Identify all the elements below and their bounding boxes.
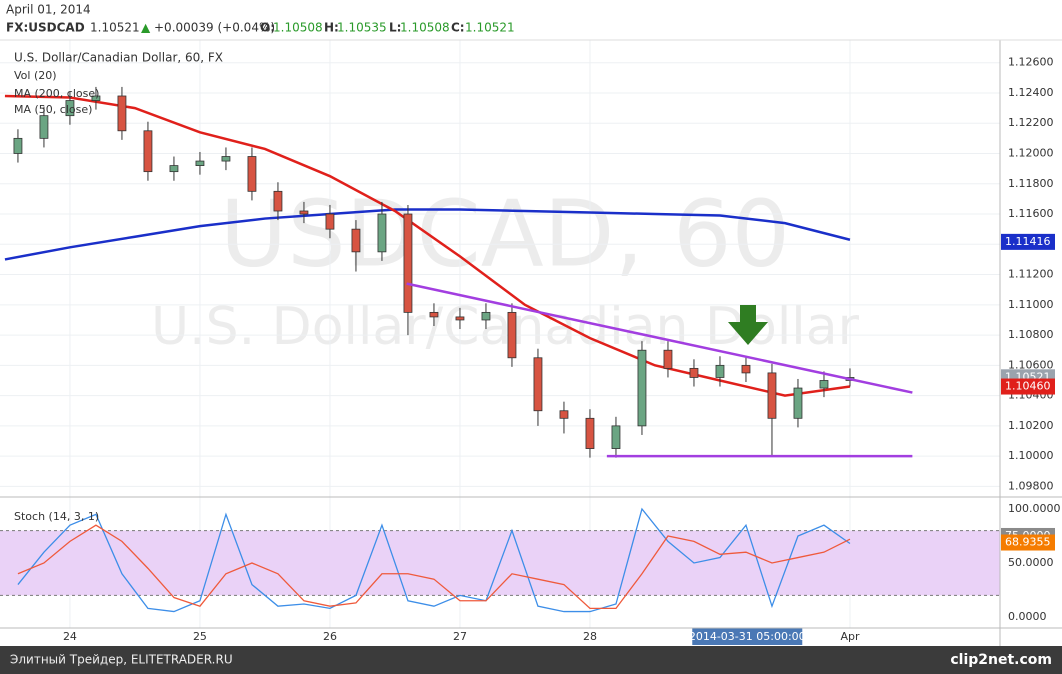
y-tick-label: 0.0000 — [1008, 610, 1047, 623]
y-tick-label: 50.0000 — [1008, 556, 1054, 569]
change: +0.00039 (+0.04%) — [154, 21, 275, 35]
x-tick-label: 24 — [63, 630, 77, 643]
indicator-label: MA (50, close) — [14, 103, 92, 116]
candle-body — [429, 311, 439, 318]
moving-average — [4, 208, 851, 261]
y-tick-label: 1.11600 — [1008, 207, 1054, 220]
ma-value-label: 1.11416 — [1005, 235, 1051, 248]
candle-body — [299, 210, 309, 215]
y-tick-label: 1.12000 — [1008, 146, 1054, 159]
y-tick-label: 1.11800 — [1008, 177, 1054, 190]
ma-value-label-box — [1001, 233, 1055, 250]
footer-text: Элитный Трейдер, ELITETRADER.RU — [10, 653, 233, 667]
y-tick-label: 1.10600 — [1008, 358, 1054, 371]
ma-value-label: 1.10460 — [1005, 380, 1051, 393]
indicator-label: Vol (20) — [14, 69, 57, 82]
series-title: U.S. Dollar/Canadian Dollar, 60, FX — [14, 51, 223, 65]
candle-body — [273, 190, 283, 212]
stoch-value-label-box — [1001, 534, 1055, 551]
y-tick-label: 1.10200 — [1008, 419, 1054, 432]
candle-body — [585, 417, 595, 449]
candle-body — [455, 316, 465, 321]
candle-body — [611, 425, 621, 449]
candle-body — [247, 156, 257, 192]
ohlc-value: 1.10508 — [273, 21, 323, 35]
candle-body — [715, 364, 725, 378]
plot-layer: 1.12600 1.12400 1.12200 1.12000 1.11800 1.116… — [0, 40, 1061, 645]
candle-body — [741, 364, 751, 374]
candle-body — [39, 115, 49, 139]
y-tick-label: 1.12600 — [1008, 56, 1054, 69]
stoch-line — [17, 524, 851, 609]
watermark-symbol: USDCAD, 60 — [220, 180, 790, 287]
x-tick-label: Apr — [840, 630, 860, 643]
y-tick-label: 1.10000 — [1008, 449, 1054, 462]
x-tick-label: 26 — [323, 630, 337, 643]
stoch-line — [17, 507, 851, 613]
candle-body — [377, 213, 387, 253]
footer-bar — [0, 646, 1062, 674]
footer-brand[interactable]: clip2net.com — [950, 652, 1052, 668]
candle-body — [325, 213, 335, 230]
candle-body — [91, 95, 101, 101]
x-tick-label: 25 — [193, 630, 207, 643]
symbol: FX:USDCAD — [6, 21, 85, 35]
candle-body — [663, 349, 673, 369]
candle-body — [221, 156, 231, 162]
ohlc-label: L: — [389, 21, 401, 35]
y-tick-label: 1.09800 — [1008, 479, 1054, 492]
candle-body — [403, 213, 413, 313]
candle-body — [65, 100, 75, 117]
ohlc-value: 1.10521 — [465, 21, 515, 35]
moving-average — [4, 94, 851, 397]
pane-legend: U.S. Dollar/Canadian Dollar, 60, FX Vol … — [14, 51, 223, 524]
stoch-value-label: 68.9355 — [1005, 536, 1051, 549]
up-triangle: ▲ — [141, 21, 151, 35]
candle-body — [689, 367, 699, 378]
trend-line — [406, 282, 913, 394]
ohlc-value: 1.10535 — [337, 21, 387, 35]
ohlc-label: O: — [260, 21, 275, 35]
ohlc-label: C: — [451, 21, 465, 35]
y-tick-label: 1.11000 — [1008, 298, 1054, 311]
candle-body — [819, 380, 829, 389]
header: April 01, 2014 FX:USDCAD 1.10521 ▲ +0.00… — [6, 3, 515, 35]
candle-body — [13, 137, 23, 154]
y-tick-label: 1.12400 — [1008, 86, 1054, 99]
candle-body — [481, 311, 491, 321]
crosshair-label: 2014-03-31 05:00:00 — [689, 630, 806, 643]
down-arrow — [728, 305, 768, 345]
candle-body — [351, 228, 361, 253]
candle-body — [507, 311, 517, 359]
candle-body — [143, 130, 153, 173]
candle-body — [195, 160, 205, 166]
candle-body — [793, 387, 803, 419]
candle-body — [533, 357, 543, 412]
y-tick-label: 100.0000 — [1008, 502, 1061, 515]
ohlc-label: H: — [324, 21, 339, 35]
last-price: 1.10521 — [90, 21, 140, 35]
y-tick-label: 1.10800 — [1008, 328, 1054, 341]
ma-value-label-box — [1001, 378, 1055, 395]
y-tick-label: 1.11200 — [1008, 268, 1054, 281]
ohlc-value: 1.10508 — [400, 21, 450, 35]
candle-body — [169, 165, 179, 173]
x-tick-label: 28 — [583, 630, 597, 643]
candle-body — [767, 372, 777, 419]
crosshair-box — [692, 628, 803, 645]
indicator-label: Stoch (14, 3, 1) — [14, 510, 99, 523]
indicator-label: MA (200, close) — [14, 87, 99, 100]
candle-body — [117, 95, 127, 132]
candle-body — [559, 410, 569, 419]
y-tick-label: 1.12200 — [1008, 116, 1054, 129]
candle-body — [637, 349, 647, 427]
date: April 01, 2014 — [6, 3, 91, 17]
x-tick-label: 27 — [453, 630, 467, 643]
